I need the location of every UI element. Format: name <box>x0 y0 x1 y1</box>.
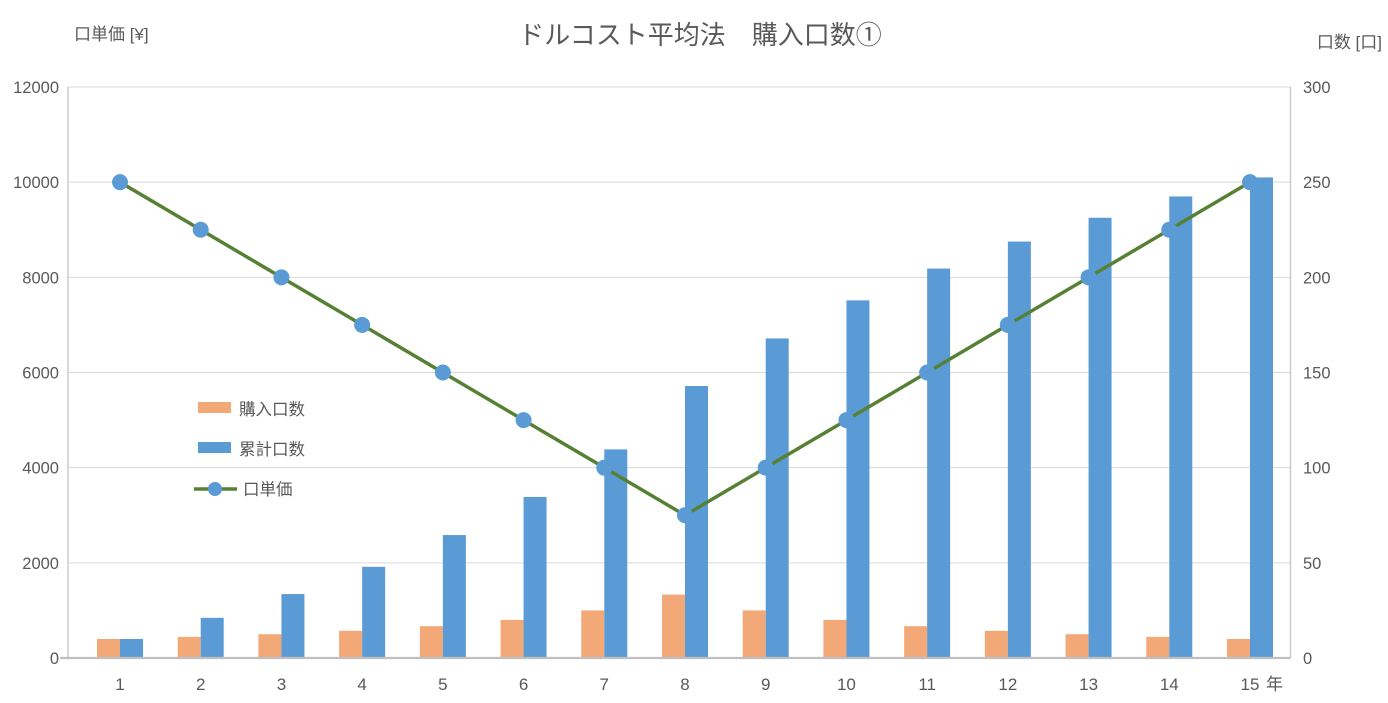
x-axis-tick-label: 7 <box>600 675 609 694</box>
cumulative-bar <box>1250 177 1273 659</box>
x-axis-tick-label: 15 <box>1241 675 1260 694</box>
purchased-bar <box>419 626 443 658</box>
purchased-bar <box>258 634 282 658</box>
purchased-bar <box>500 619 524 658</box>
right-axis-tick-label: 250 <box>1303 174 1331 192</box>
left-axis-tick-label: 4000 <box>22 460 59 478</box>
axis-tick-labels: 0 2000 4000 6000 8000 10000 12000 0 50 100 150 200 2… <box>13 79 1330 694</box>
x-axis-tick-label: 8 <box>680 675 689 694</box>
unit-price-marker <box>1242 174 1258 191</box>
cumulative-bar <box>200 617 224 658</box>
unit-price-marker <box>273 269 290 286</box>
purchased-bar <box>339 630 363 658</box>
gridlines <box>68 86 1291 564</box>
right-axis-tick-label: 150 <box>1303 365 1331 383</box>
cumulative-bar <box>523 496 547 658</box>
cumulative-bar <box>362 566 386 658</box>
purchased-bar <box>1146 636 1170 658</box>
unit-price-marker <box>596 459 613 476</box>
left-axis-title: 口単価 [¥] <box>74 25 149 44</box>
legend-line-marker-icon <box>208 482 222 496</box>
chart-title: ドルコスト平均法 購入口数① <box>518 20 881 50</box>
right-axis-tick-label: 300 <box>1303 79 1331 97</box>
purchased-bar <box>1227 638 1250 658</box>
purchased-bar <box>742 610 766 658</box>
legend-label-purchased: 購入口数 <box>239 400 306 419</box>
cumulative-bar <box>604 449 628 658</box>
unit-price-marker <box>1080 269 1097 286</box>
left-axis-tick-label: 8000 <box>22 269 59 287</box>
right-axis-title: 口数 [口] <box>1317 33 1382 52</box>
unit-price-marker <box>354 316 371 333</box>
purchased-bar <box>581 610 605 658</box>
x-axis-tick-label: 5 <box>438 675 447 694</box>
x-axis-tick-label: 3 <box>277 675 286 694</box>
unit-price-marker <box>999 316 1016 333</box>
line-series <box>112 174 1258 524</box>
purchased-bar <box>904 626 928 658</box>
bar-series <box>97 177 1273 659</box>
left-axis-tick-label: 10000 <box>13 174 59 192</box>
x-axis-tick-label: 9 <box>761 675 770 694</box>
x-axis-tick-label: 11 <box>918 675 936 694</box>
x-axis-tick-label: 4 <box>357 675 366 694</box>
cumulative-bar <box>765 338 789 658</box>
right-axis-tick-label: 100 <box>1303 460 1331 478</box>
cumulative-bar <box>927 268 951 658</box>
purchased-bar <box>1065 634 1089 658</box>
right-axis-tick-label: 0 <box>1303 650 1312 668</box>
unit-price-marker <box>515 412 532 429</box>
legend-swatch-purchased-bar <box>198 402 231 413</box>
cumulative-bar <box>846 300 870 658</box>
legend: 購入口数 累計口数 口単価 <box>194 400 306 499</box>
axis-lines <box>60 87 1292 660</box>
unit-price-marker <box>1161 221 1178 238</box>
legend-swatch-cumulative-bar <box>198 442 231 453</box>
x-axis-tick-label: 2 <box>196 675 205 694</box>
cumulative-bar <box>1007 241 1031 658</box>
x-axis-tick-label: 13 <box>1079 675 1098 694</box>
unit-price-marker <box>677 507 693 524</box>
purchased-bar <box>177 636 201 658</box>
purchased-bar <box>97 638 120 658</box>
cumulative-bar <box>1169 196 1193 659</box>
unit-price-marker <box>192 221 209 238</box>
unit-price-marker <box>434 364 451 381</box>
left-axis-tick-label: 12000 <box>13 79 59 97</box>
x-axis-tick-label: 12 <box>998 675 1017 694</box>
purchased-bar <box>984 630 1008 658</box>
right-axis-tick-label: 50 <box>1303 555 1321 573</box>
purchased-bar <box>823 619 847 658</box>
x-axis-tick-label: 6 <box>519 675 528 694</box>
legend-label-cumulative: 累計口数 <box>239 440 306 459</box>
unit-price-marker <box>838 412 855 429</box>
x-axis-tick-label: 1 <box>115 675 124 694</box>
cumulative-bar <box>120 638 143 658</box>
left-axis-tick-label: 0 <box>50 650 59 668</box>
cumulative-bar <box>442 535 466 658</box>
left-axis-tick-label: 6000 <box>22 365 59 383</box>
x-axis-tick-label: 10 <box>837 675 856 694</box>
unit-price-marker <box>757 459 774 476</box>
cumulative-bar <box>685 386 708 658</box>
unit-price-marker <box>112 174 128 191</box>
cumulative-bar <box>281 594 305 658</box>
purchased-bar <box>662 594 685 658</box>
x-axis-unit-label: 年 <box>1266 675 1283 694</box>
right-axis-tick-label: 200 <box>1303 269 1331 287</box>
legend-label-unitprice: 口単価 <box>243 480 293 499</box>
x-axis-tick-label: 14 <box>1160 675 1179 694</box>
left-axis-tick-label: 2000 <box>22 555 59 573</box>
cumulative-bar <box>1088 217 1112 658</box>
unit-price-marker <box>919 364 936 381</box>
